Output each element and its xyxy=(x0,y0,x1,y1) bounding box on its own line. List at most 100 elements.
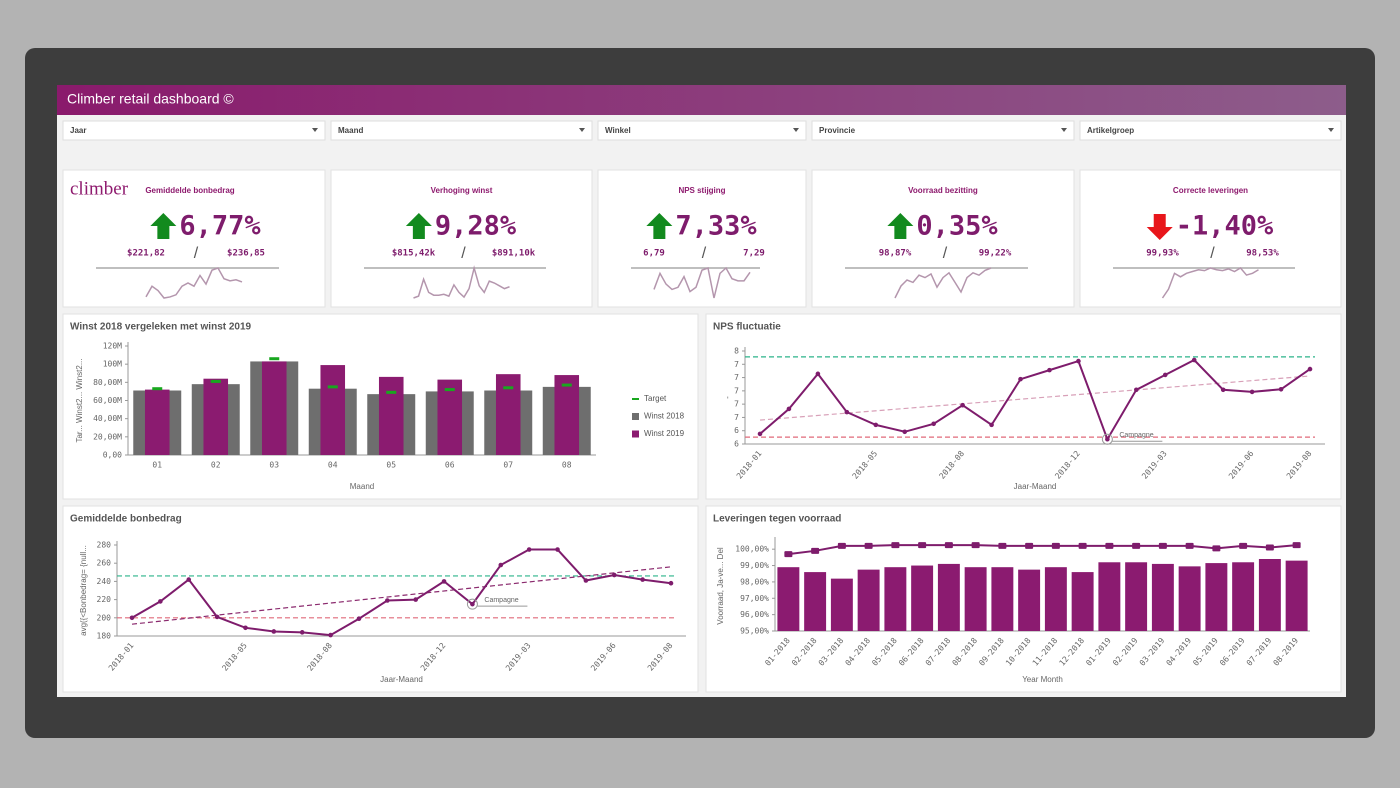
y-tick-label: 97,00% xyxy=(740,594,769,603)
dropdown-label[interactable]: Artikelgroep xyxy=(1087,126,1134,135)
chart-panel xyxy=(62,505,699,693)
truck-marker xyxy=(1105,542,1114,549)
point xyxy=(328,632,333,638)
point xyxy=(1134,387,1139,393)
dropdown-label[interactable]: Jaar xyxy=(70,126,86,135)
point xyxy=(844,409,850,415)
point xyxy=(498,562,504,568)
dropdown-label[interactable]: Winkel xyxy=(605,126,631,135)
bar xyxy=(1205,563,1228,631)
point xyxy=(757,431,763,437)
bar xyxy=(1098,562,1121,631)
bar xyxy=(1178,566,1201,631)
bar xyxy=(437,379,463,455)
y-tick-label: 80,00M xyxy=(93,378,122,387)
legend-label: Target xyxy=(644,394,667,403)
point xyxy=(640,577,645,582)
y-tick-label: 95,00% xyxy=(740,627,769,636)
dropdown-caret[interactable] xyxy=(1328,128,1334,132)
sparkline xyxy=(413,265,510,299)
truck-marker xyxy=(1185,542,1194,549)
chart-title: Leveringen tegen voorraad xyxy=(713,514,841,525)
chart-title: Winst 2018 vergeleken met winst 2019 xyxy=(70,322,252,333)
content: Jaar Maand Winkel Provincie Artikelgroep Gemi… xyxy=(62,120,1342,693)
point xyxy=(960,402,965,408)
point xyxy=(668,580,674,586)
x-tick-label: 01 xyxy=(152,461,162,470)
line xyxy=(759,358,1311,442)
filter-dropdown[interactable]: Winkel xyxy=(597,120,807,141)
filter-dropdown[interactable]: Jaar xyxy=(62,120,326,141)
arrow-up xyxy=(405,213,432,239)
kpi-separator: / xyxy=(702,245,707,262)
kpi-title: Voorraad bezitting xyxy=(908,186,978,195)
x-tick-label: 04 xyxy=(328,461,338,470)
point xyxy=(356,616,362,622)
dropdown-box[interactable] xyxy=(330,120,593,141)
dropdown-label[interactable]: Maand xyxy=(338,126,363,135)
y-axis-title: Voorraad, Ja-ve... Del xyxy=(716,547,725,625)
truck-marker xyxy=(1239,542,1248,549)
truck-marker xyxy=(918,542,927,549)
bar xyxy=(144,389,170,455)
x-tick-label: 02 xyxy=(211,461,221,470)
point xyxy=(1047,367,1052,373)
arrow-up xyxy=(646,213,673,239)
kpi-to: 98,53% xyxy=(1246,249,1279,259)
bar xyxy=(991,567,1014,631)
kpi-card xyxy=(62,169,326,308)
dropdown-label[interactable]: Provincie xyxy=(819,126,856,135)
y-tick-label: 100M xyxy=(103,360,122,369)
x-axis-title: Year Month xyxy=(1022,675,1063,684)
bar xyxy=(857,569,880,631)
point xyxy=(470,601,475,607)
point xyxy=(158,599,163,604)
y-tick-label: 6 xyxy=(734,426,739,435)
bar xyxy=(1044,567,1067,631)
y-axis-title: Tar... Winst2... Winst2... xyxy=(75,358,84,442)
chart-title: NPS fluctuatie xyxy=(713,322,781,333)
truck-marker xyxy=(1292,542,1301,549)
dropdown-box[interactable] xyxy=(1079,120,1342,141)
filter-dropdown[interactable]: Maand xyxy=(330,120,593,141)
truck-marker xyxy=(837,542,846,549)
bar xyxy=(1285,560,1308,631)
bar xyxy=(911,565,934,631)
line xyxy=(131,548,672,637)
y-axis-title: - xyxy=(723,396,732,399)
dropdown-caret[interactable] xyxy=(1061,128,1067,132)
dropdown-caret[interactable] xyxy=(312,128,318,132)
point xyxy=(271,629,277,634)
point xyxy=(1162,372,1168,378)
kpi-separator: / xyxy=(461,245,466,262)
dropdown-box[interactable] xyxy=(811,120,1075,141)
x-tick-label: 06 xyxy=(445,461,455,470)
point xyxy=(1249,389,1255,395)
y-tick-label: 40,00M xyxy=(93,414,122,423)
point xyxy=(1018,376,1023,382)
dropdown-box[interactable] xyxy=(62,120,326,141)
filter-dropdown[interactable]: Artikelgroep xyxy=(1079,120,1342,141)
truck-marker xyxy=(1212,545,1221,552)
truck-marker xyxy=(1132,542,1141,549)
point xyxy=(583,578,589,583)
dropdown-caret[interactable] xyxy=(579,128,585,132)
truck-marker xyxy=(1025,542,1034,549)
line xyxy=(788,544,1297,556)
dropdown-box[interactable] xyxy=(597,120,807,141)
y-tick-label: 100,00% xyxy=(735,545,769,554)
y-tick-label: 260 xyxy=(97,559,112,568)
kpi-from: 6,79 xyxy=(643,249,665,259)
truck-marker xyxy=(944,542,953,549)
x-tick-label: 07 xyxy=(503,461,513,470)
truck-marker xyxy=(998,542,1007,549)
kpi-value: 9,28% xyxy=(435,211,517,242)
chart-title: Gemiddelde bonbedrag xyxy=(70,514,182,525)
filter-dropdown[interactable]: Provincie xyxy=(811,120,1075,141)
dropdown-caret[interactable] xyxy=(793,128,799,132)
point xyxy=(1278,386,1284,392)
point xyxy=(902,429,908,435)
y-tick-label: 7 xyxy=(734,360,739,369)
kpi-card xyxy=(811,169,1075,308)
app-title: Climber retail dashboard © xyxy=(67,91,234,107)
